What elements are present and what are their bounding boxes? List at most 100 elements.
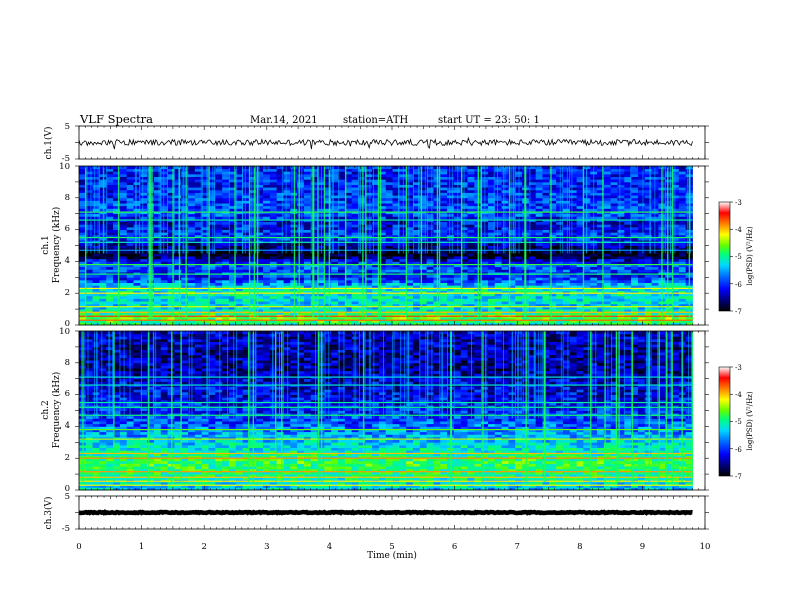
spectrogram-cell xyxy=(242,224,250,228)
spectrogram-cell xyxy=(215,285,223,289)
spectrogram-cell xyxy=(406,232,414,236)
spectrogram-cell xyxy=(419,171,428,175)
spectrogram-cell xyxy=(576,187,584,191)
spectrogram-cell xyxy=(167,290,175,294)
spectrogram-cell xyxy=(79,184,87,188)
spectrogram-cell xyxy=(242,184,250,188)
spectrogram-cell xyxy=(515,261,523,265)
spectrogram-cell xyxy=(106,256,114,260)
spectrogram-cell xyxy=(597,295,605,299)
spectrogram-cell xyxy=(406,192,414,196)
spectrogram-cell xyxy=(365,224,373,228)
spectrogram-cell xyxy=(167,269,175,273)
spectrogram-cell xyxy=(208,282,216,286)
spectrogram-cell xyxy=(249,216,257,220)
spectrogram-cell xyxy=(242,317,250,321)
spectrogram-cell xyxy=(399,319,407,323)
spectrogram-cell xyxy=(113,187,121,191)
spectrogram-cell xyxy=(303,319,312,323)
spectrogram-cell xyxy=(576,279,584,283)
spectrogram-cell xyxy=(242,203,250,207)
spectrogram-cell xyxy=(181,221,189,225)
spectrogram-cell xyxy=(617,287,625,291)
spectrogram-cell xyxy=(426,242,434,246)
spectrogram-cell xyxy=(331,234,339,238)
spectrogram-cell xyxy=(378,319,387,323)
spectrogram-cell xyxy=(487,250,496,254)
station-label: station=ATH xyxy=(343,115,409,126)
spectrogram-cell xyxy=(303,253,312,257)
spectrogram-cell xyxy=(358,187,366,191)
spectrogram-cell xyxy=(119,285,128,289)
spectrogram-cell xyxy=(249,181,257,185)
spectrogram-cell xyxy=(365,282,373,286)
spectrogram-cell xyxy=(256,301,264,305)
spectrogram-cell xyxy=(283,306,291,310)
spectrogram-cell xyxy=(419,195,428,199)
spectrogram-cell xyxy=(542,264,550,268)
spectrogram-cell xyxy=(610,245,618,249)
spectrogram-cell xyxy=(385,317,393,321)
spectrogram-cell xyxy=(92,197,100,201)
spectrogram-cell xyxy=(419,226,428,230)
spectrogram-cell xyxy=(549,266,557,270)
spectrogram-cell xyxy=(194,229,203,233)
spectrogram-cell xyxy=(542,317,550,321)
spectrogram-cell xyxy=(501,293,509,297)
spectrogram-cell xyxy=(610,277,618,281)
spectrogram-cell xyxy=(569,181,577,185)
spectrogram-cell xyxy=(528,226,537,230)
spectrogram-cell xyxy=(372,179,380,183)
spectrogram-cell xyxy=(372,203,380,207)
spectrogram-cell xyxy=(133,295,141,299)
spectrogram-cell xyxy=(133,242,141,246)
spectrogram-cell xyxy=(133,317,141,321)
spectrogram-cell xyxy=(344,168,353,172)
spectrogram-cell xyxy=(194,319,203,323)
spectrogram-cell xyxy=(597,197,605,201)
spectrogram-cell xyxy=(106,221,114,225)
spectrogram-cell xyxy=(249,189,257,193)
spectrogram-cell xyxy=(562,287,571,291)
spectrogram-cell xyxy=(140,258,148,262)
spectrogram-cell xyxy=(174,282,182,286)
spectrogram-cell xyxy=(549,311,557,315)
spectrogram-cell xyxy=(324,287,332,291)
spectrogram-cell xyxy=(556,232,564,236)
spectrogram-cell xyxy=(338,293,346,297)
spectrogram-cell xyxy=(113,216,121,220)
spectrogram-cell xyxy=(406,309,414,313)
spectrogram-cell xyxy=(344,184,353,188)
spectrogram-cell xyxy=(372,226,380,230)
spectrogram-cell xyxy=(385,277,393,281)
spectrogram-cell xyxy=(160,205,169,209)
spectrogram-cell xyxy=(351,256,359,260)
spectrogram-cell xyxy=(569,184,577,188)
spectrogram-cell xyxy=(140,301,148,305)
spectrogram-cell xyxy=(79,266,87,270)
spectrogram-cell xyxy=(440,203,448,207)
spectrogram-cell xyxy=(535,293,543,297)
spectrogram-cell xyxy=(201,317,209,321)
spectrogram-cell xyxy=(119,242,128,246)
spectrogram-cell xyxy=(153,181,162,185)
spectrogram-cell xyxy=(597,166,605,170)
spectrogram-cell xyxy=(447,303,455,307)
spectrogram-cell xyxy=(528,205,537,209)
spectrogram-cell xyxy=(372,224,380,228)
spectrogram-cell xyxy=(487,216,496,220)
spectrogram-cell xyxy=(419,261,428,265)
spectrogram-cell xyxy=(113,253,121,257)
spectrogram-cell xyxy=(597,181,605,185)
spectrogram-cell xyxy=(487,311,496,315)
spectrogram-cell xyxy=(235,237,243,241)
spectrogram-cell xyxy=(399,309,407,313)
spectrogram-cell xyxy=(549,237,557,241)
spectrogram-cell xyxy=(610,192,618,196)
spectrogram-cell xyxy=(515,295,523,299)
spectrogram-cell xyxy=(188,181,196,185)
spectrogram-cell xyxy=(153,242,162,246)
spectrogram-cell xyxy=(276,205,284,209)
spectrogram-cell xyxy=(317,290,325,294)
spectrogram-cell xyxy=(447,237,455,241)
